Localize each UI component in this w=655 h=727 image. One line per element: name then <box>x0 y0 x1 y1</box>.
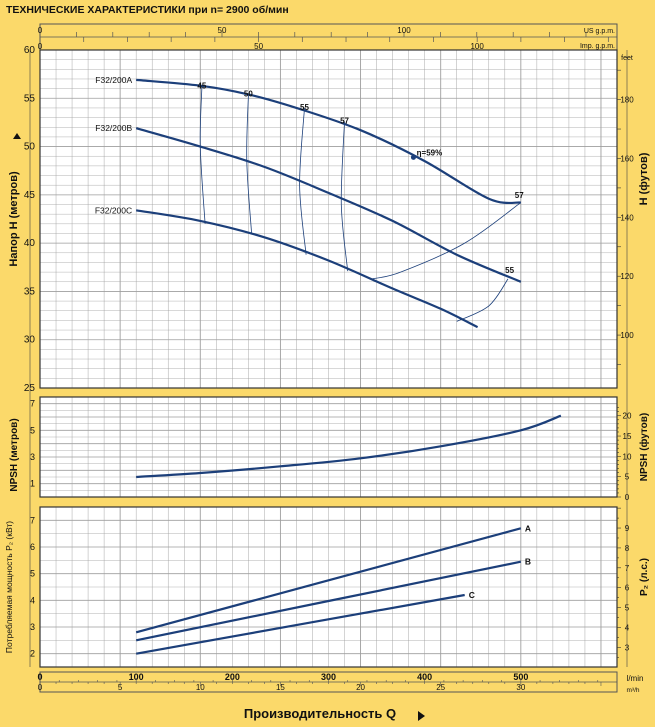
y-axis-label: Потребляемая мощность P₂ (кВт) <box>4 521 14 653</box>
series-label: F32/200B <box>95 123 132 133</box>
y-tick-label: 6 <box>30 542 35 552</box>
series-label: F32/200C <box>95 205 132 215</box>
imp-gpm-label: Imp. g.p.m. <box>580 43 615 50</box>
lmin-tick-label: 300 <box>321 672 336 682</box>
y-tick-label: 5 <box>30 425 35 435</box>
y-tick-label: 60 <box>24 45 36 56</box>
y-axis-label: Напор H (метров) <box>8 171 20 267</box>
iso-efficiency-line <box>371 202 522 280</box>
y-tick-label: 7 <box>30 515 35 525</box>
y-axis-label-right: H (футов) <box>638 152 650 205</box>
series-line <box>136 593 465 655</box>
y-tick-label: 50 <box>24 142 36 153</box>
y-tick-label: 7 <box>30 399 35 409</box>
us-gpm-tick-label: 0 <box>38 26 43 35</box>
m3h-tick-label: 5 <box>118 683 123 692</box>
efficiency-label: 55 <box>505 266 514 275</box>
efficiency-label: 57 <box>340 116 349 125</box>
series-line <box>135 560 522 642</box>
efficiency-label: 50 <box>244 89 253 98</box>
m3h-tick-label: 0 <box>38 683 43 692</box>
y-tick-label: 40 <box>24 238 36 249</box>
y-tick-label: 2 <box>30 649 35 659</box>
m3h-tick-label: 10 <box>196 683 205 692</box>
efficiency-label: 57 <box>515 191 524 200</box>
y-axis-arrow-icon <box>13 133 21 139</box>
series-label: B <box>525 557 531 567</box>
series-line <box>135 127 522 283</box>
us-gpm-tick-label: 100 <box>397 26 411 35</box>
efficiency-label: 45 <box>197 82 206 91</box>
us-gpm-tick-label: 50 <box>218 26 227 35</box>
y-tick-label: 30 <box>24 335 36 346</box>
y-tick-label: 3 <box>30 622 35 632</box>
efficiency-label: 55 <box>300 103 309 112</box>
y-tick-label: 55 <box>24 93 36 104</box>
y-tick-label: 25 <box>24 383 36 394</box>
m3h-tick-label: 20 <box>356 683 365 692</box>
plot-frame <box>39 396 618 498</box>
y-tick-label: 4 <box>30 595 35 605</box>
x-axis-arrow-icon <box>418 711 425 721</box>
iso-efficiency-line <box>456 278 509 322</box>
m3h-tick-label: 15 <box>276 683 285 692</box>
y-tick-label: 1 <box>30 479 35 489</box>
series-line <box>135 527 522 634</box>
plot-frame <box>39 506 618 668</box>
series-label: F32/200A <box>95 75 132 85</box>
page-title: ТЕХНИЧЕСКИЕ ХАРАКТЕРИСТИКИ при n= 2900 о… <box>6 4 289 16</box>
series-line <box>136 414 562 479</box>
lmin-tick-label: 400 <box>417 672 432 682</box>
m3h-tick-label: 30 <box>516 683 525 692</box>
imp-gpm-tick-label: 50 <box>254 42 263 51</box>
lmin-tick-label: 0 <box>37 672 42 682</box>
imp-gpm-tick-label: 100 <box>470 42 484 51</box>
y-tick-label: 5 <box>30 569 35 579</box>
y-tick-label: 35 <box>24 286 36 297</box>
iso-efficiency-line <box>299 107 307 255</box>
us-gpm-label: US g.p.m. <box>584 28 615 35</box>
plot-frame <box>39 49 618 389</box>
series-label: C <box>469 590 475 600</box>
series-label: A <box>525 523 531 533</box>
m3h-tick-label: 25 <box>436 683 445 692</box>
iso-efficiency-line <box>340 121 349 272</box>
m3h-unit-label: m³/h <box>627 687 640 694</box>
lmin-tick-label: 100 <box>129 672 144 682</box>
y-axis-label: NPSH (метров) <box>9 418 20 491</box>
efficiency-marker <box>410 154 416 160</box>
lmin-unit-label: l/min <box>627 674 644 683</box>
y-axis-label-right: NPSH (футов) <box>638 413 650 482</box>
lmin-tick-label: 500 <box>513 672 528 682</box>
lmin-tick-label: 200 <box>225 672 240 682</box>
series-line <box>136 209 479 329</box>
y-axis-label-right: P₂ (л.с.) <box>639 558 650 596</box>
y-tick-label: 3 <box>30 452 35 462</box>
efficiency-label: η=59% <box>417 148 443 157</box>
x-axis-label: Производительность Q <box>244 706 396 721</box>
imp-gpm-tick-label: 0 <box>38 42 43 51</box>
series-line <box>136 78 521 205</box>
y-tick-label: 45 <box>24 190 36 201</box>
